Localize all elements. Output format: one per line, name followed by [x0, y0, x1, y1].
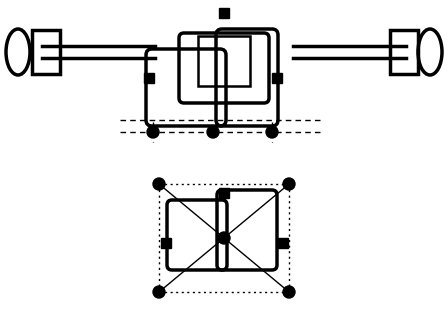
Ellipse shape — [283, 178, 295, 190]
Bar — [219, 188, 229, 198]
Bar — [278, 238, 288, 248]
Ellipse shape — [153, 286, 165, 298]
Bar — [198, 36, 250, 86]
Bar — [390, 30, 418, 74]
Bar — [161, 238, 171, 248]
Ellipse shape — [266, 126, 278, 138]
Ellipse shape — [153, 178, 165, 190]
Bar — [32, 30, 60, 74]
Ellipse shape — [147, 126, 159, 138]
Ellipse shape — [283, 286, 295, 298]
Bar — [144, 73, 154, 83]
Ellipse shape — [218, 232, 230, 244]
Bar — [272, 73, 282, 83]
Ellipse shape — [207, 126, 219, 138]
Bar — [219, 8, 229, 18]
